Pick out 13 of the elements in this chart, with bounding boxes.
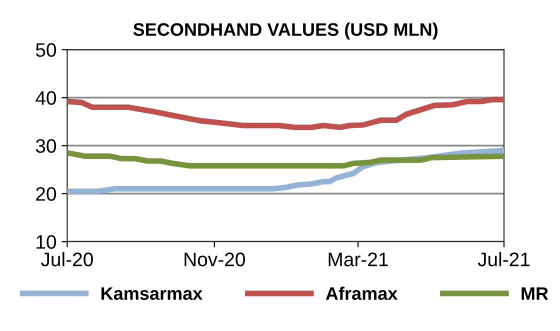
chart-title: SECONDHAND VALUES (USD MLN) (133, 22, 438, 40)
legend-label: Aframax (326, 286, 398, 300)
y-tick-label: 10 (36, 235, 56, 249)
y-tick-label: 50 (36, 43, 56, 57)
x-tick-label: Mar-21 (328, 252, 388, 266)
x-tick-label: Jul-20 (41, 252, 93, 266)
legend-label: Kamsarmax (101, 287, 203, 300)
y-tick-label: 20 (36, 187, 56, 201)
y-tick-label: 30 (36, 139, 56, 153)
x-tick-label: Nov-20 (184, 252, 245, 266)
x-tick-label: Jul-21 (478, 252, 530, 266)
legend-label: MR (522, 287, 548, 300)
y-tick-label: 40 (36, 91, 56, 105)
